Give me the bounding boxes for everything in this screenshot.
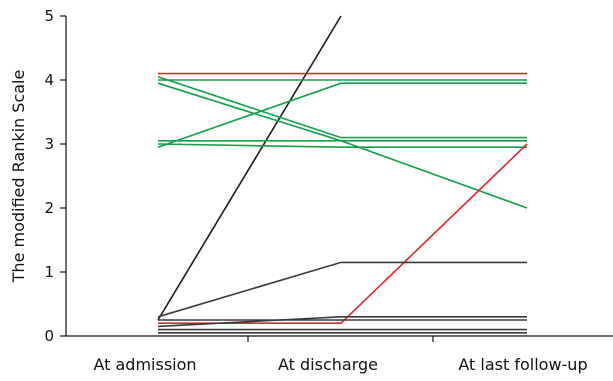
series-line-8 [158,144,527,147]
series-line-10 [158,262,527,316]
y-tick-label: 4 [44,71,54,89]
x-category-label: At admission [93,355,196,374]
x-axis: At admission At discharge At last follow-u… [66,336,613,374]
x-category-label: At discharge [278,355,378,374]
y-tick-label: 5 [44,7,54,25]
y-tick-label: 2 [44,199,54,217]
series-line-1 [158,16,341,320]
y-tick-label: 3 [44,135,54,153]
y-tick-label: 0 [44,327,54,345]
y-axis: 0 1 2 3 4 5 [44,7,66,345]
y-tick-label: 1 [44,263,54,281]
y-axis-title: The modified Rankin Scale [9,70,28,284]
x-category-label: At last follow-up [458,355,587,374]
series-line-9 [158,144,527,323]
series-lines [158,16,527,333]
